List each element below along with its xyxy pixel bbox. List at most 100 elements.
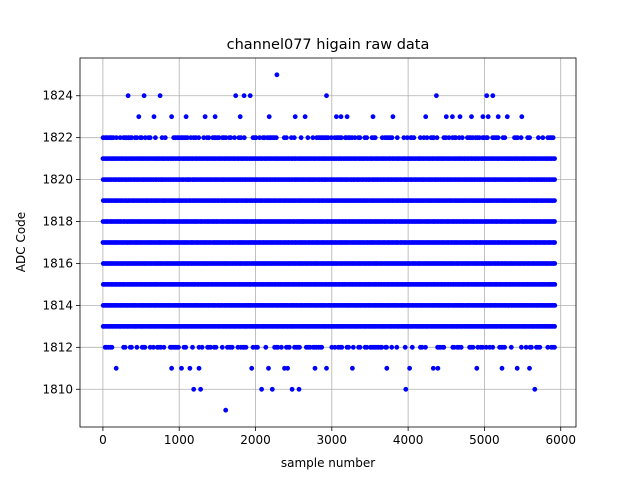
data-point [515,135,520,141]
data-point [298,135,304,141]
data-point [142,344,148,350]
data-point [552,156,557,162]
data-point [339,344,345,350]
y-tick-label: 1812 [42,340,73,354]
data-point [485,114,491,120]
data-point [480,114,486,120]
data-point [552,219,557,224]
data-point [324,365,329,371]
data-point [434,93,439,99]
data-point [390,114,396,120]
data-point [389,135,395,141]
data-point [550,135,556,141]
data-point [179,365,184,371]
data-point [474,365,480,371]
x-tick-label: 0 [99,433,107,447]
data-point [241,93,247,99]
data-point [296,386,302,392]
data-point [169,114,175,120]
data-point [201,135,207,141]
data-point [434,135,440,141]
data-point [384,365,390,371]
data-point [305,135,311,141]
data-point [552,344,557,350]
data-point [229,344,235,350]
data-point [529,344,534,350]
data-point [394,135,400,141]
data-point [370,114,376,120]
x-tick-label: 5000 [469,433,500,447]
data-point [302,114,308,120]
chart-title: channel077 higain raw data [227,37,430,53]
data-point [219,344,225,350]
data-point [346,344,351,350]
data-point [153,135,158,141]
data-point [122,344,128,350]
data-point [269,386,275,392]
data-point [372,135,378,141]
data-point [490,344,496,350]
data-point [514,365,520,371]
x-tick-label: 3000 [317,433,348,447]
data-point [423,344,428,350]
y-tick-label: 1824 [42,89,73,103]
data-point [334,114,339,120]
y-tick-label: 1822 [42,131,73,145]
data-point [139,135,145,141]
data-point [259,386,264,392]
data-point [206,135,212,141]
data-point [325,135,331,141]
data-point [502,135,508,141]
data-point [169,365,175,371]
data-point [257,135,262,141]
y-tick-label: 1814 [42,298,73,312]
data-point [199,344,205,350]
data-point [208,344,214,350]
data-point [237,114,243,120]
data-point [401,135,407,141]
data-point [411,135,417,141]
data-point [232,135,237,141]
data-point [495,114,501,120]
data-point [344,114,350,120]
data-point [518,135,524,141]
data-point [223,407,229,413]
data-point [364,344,370,350]
data-point [470,344,476,350]
data-point [129,344,134,350]
data-point [191,386,197,392]
data-point [223,135,229,141]
data-point [286,344,292,350]
axis-ticks: 0 1000 2000 3000 4000 5000 6000 1810 1812 1814 181… [42,89,576,447]
data-point [310,135,316,141]
data-point [329,135,334,141]
data-point [338,135,344,141]
data-point [443,114,449,120]
data-point [552,282,558,287]
data-point [394,344,400,350]
x-tick-label: 2000 [240,433,271,447]
data-point [255,344,260,350]
data-point [253,135,259,141]
data-point [249,365,255,371]
data-point [483,344,489,350]
data-point [147,135,153,141]
data-point [113,365,119,371]
data-point [430,365,436,371]
data-point [213,344,219,350]
data-point [446,135,452,141]
data-point [552,198,557,204]
data-point [495,135,501,141]
data-point [284,135,289,141]
data-point [151,114,157,120]
data-point [129,135,135,141]
data-point [384,344,389,350]
data-point [552,177,557,183]
data-point [458,344,464,350]
data-point [540,135,546,141]
x-tick-label: 6000 [545,433,576,447]
data-point [527,365,532,371]
data-point [292,114,298,120]
data-point [114,135,119,141]
data-point [405,135,410,141]
